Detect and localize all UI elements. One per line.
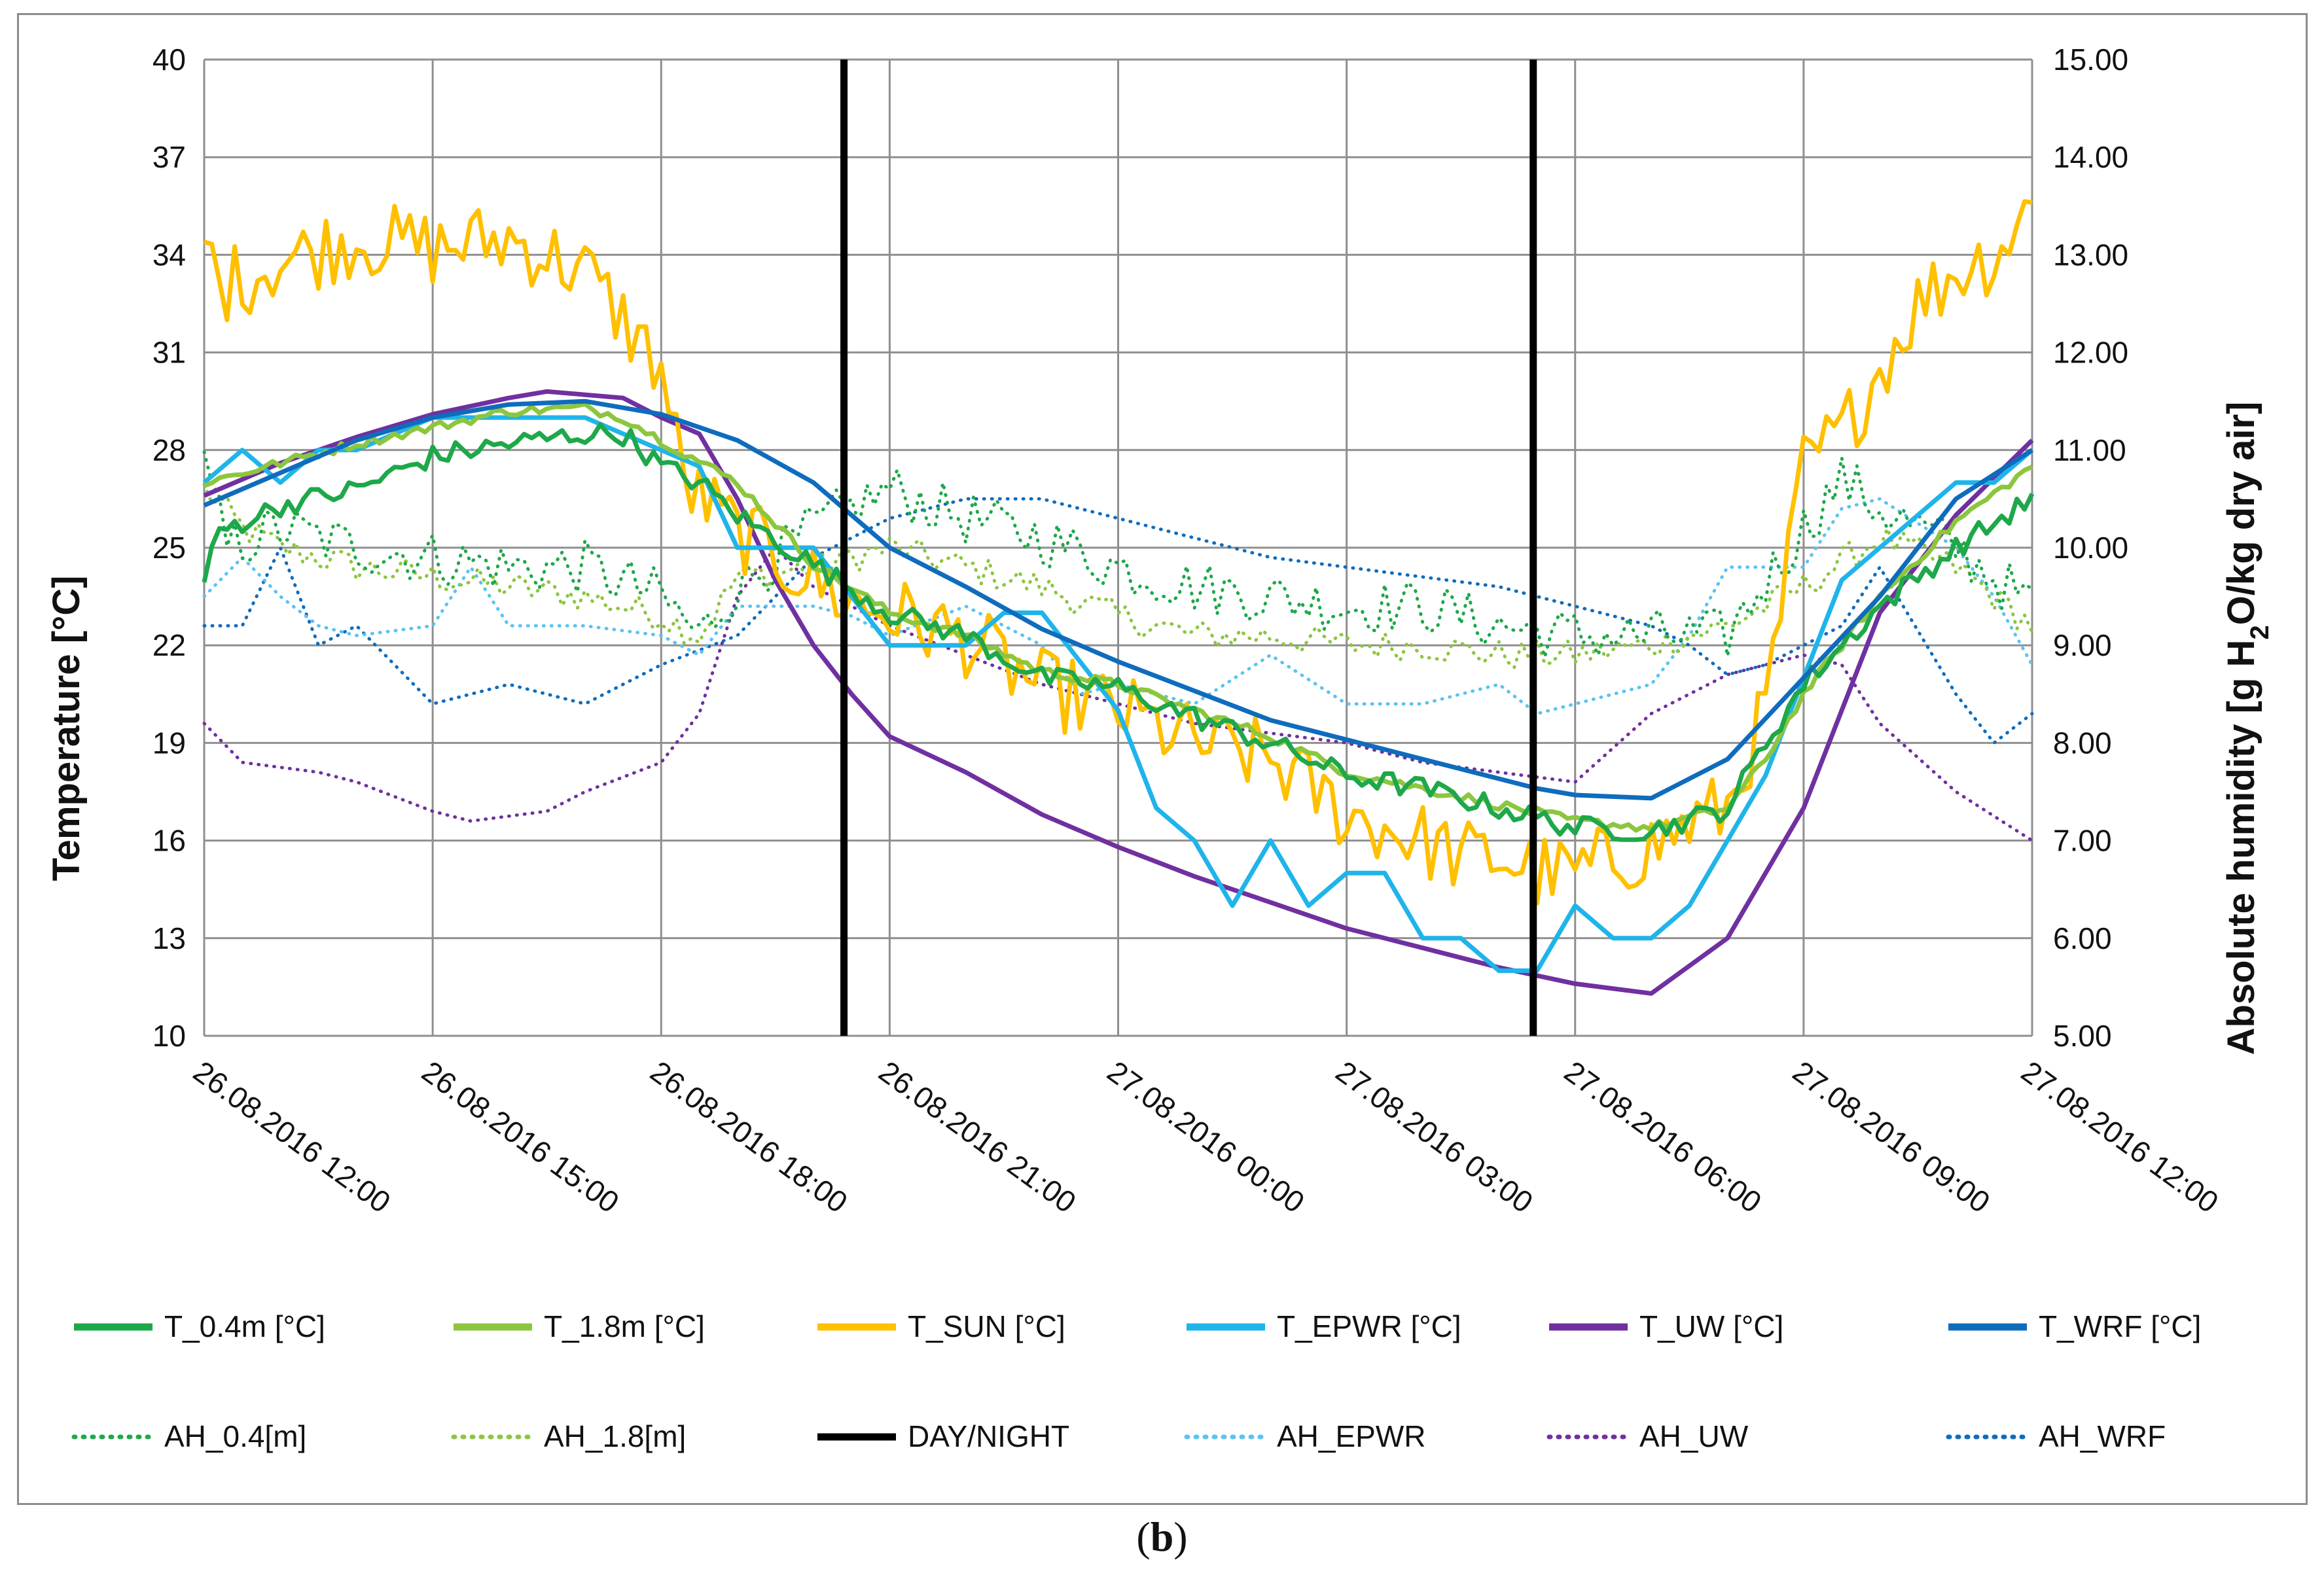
series-line-ah-0-4-m [202, 450, 2034, 659]
series-line-ah-uw [202, 546, 2034, 843]
series-line-t-sun-c [204, 199, 2033, 906]
figure-caption: (b) [0, 1513, 2324, 1561]
legend-label: AH_UW [1639, 1419, 1749, 1453]
y-tick-label: 22 [152, 628, 186, 662]
y2-tick-label: 11.00 [2053, 433, 2126, 467]
legend: T_0.4m [°C] T_1.8m [°C] T_SUN [°C] T_EPWR [… [71, 1309, 2201, 1453]
y2-tick-label: 15.00 [2053, 43, 2128, 77]
series-line-ah-wrf [202, 497, 2034, 745]
caption-letter: b [1150, 1513, 1174, 1560]
y-tick-label: 40 [152, 43, 186, 77]
y2-tick-label: 5.00 [2053, 1019, 2112, 1053]
series-layer [202, 199, 2035, 996]
legend-item-t-sun-c: T_SUN [°C] [817, 1309, 1065, 1343]
legend-label: T_1.8m [°C] [544, 1309, 705, 1343]
x-tick-label: 26.08.2016 21:00 [872, 1054, 1082, 1220]
y-tick-label: 25 [152, 531, 186, 565]
legend-label: T_SUN [°C] [908, 1309, 1065, 1343]
y-tick-label: 16 [152, 824, 186, 858]
y-tick-label: 13 [152, 921, 186, 955]
x-tick-label: 26.08.2016 15:00 [416, 1054, 625, 1220]
y2-axis-title-pre: Absolute humidity [g H [2220, 640, 2262, 1055]
caption-close: ) [1173, 1513, 1188, 1560]
legend-label: AH_WRF [2039, 1419, 2166, 1453]
y2-tick-label: 9.00 [2053, 628, 2112, 662]
legend-item-day-night: DAY/NIGHT [817, 1419, 1069, 1453]
y-tick-label: 34 [152, 238, 186, 272]
legend-label: T_0.4m [°C] [164, 1309, 325, 1343]
y2-tick-label: 13.00 [2053, 238, 2128, 272]
legend-label: AH_0.4[m] [164, 1419, 306, 1453]
day-night-lines [840, 60, 1537, 1036]
y-tick-label: 31 [152, 336, 186, 370]
series-line-ah-1-8-m [202, 482, 2034, 669]
left-axis-ticks: 10 13 16 19 22 25 28 31 34 37 40 [152, 43, 186, 1053]
legend-item-t-wrf-c: T_WRF [°C] [1948, 1309, 2201, 1343]
legend-label: AH_EPWR [1277, 1419, 1425, 1453]
x-tick-label: 27.08.2016 12:00 [2015, 1054, 2225, 1220]
series-line-t-wrf-c [203, 398, 2033, 801]
y2-tick-label: 12.00 [2053, 336, 2128, 370]
legend-label: T_WRF [°C] [2039, 1309, 2201, 1343]
y2-tick-label: 10.00 [2053, 531, 2128, 565]
x-tick-label: 27.08.2016 03:00 [1330, 1054, 1539, 1220]
caption-open: ( [1136, 1513, 1151, 1560]
legend-item-t-0-4m-c: T_0.4m [°C] [74, 1309, 325, 1343]
x-tick-label: 26.08.2016 12:00 [187, 1054, 397, 1220]
right-axis-ticks: 5.00 6.00 7.00 8.00 9.00 10.00 11.00 12.00 13.00… [2053, 43, 2128, 1053]
legend-label: T_UW [°C] [1639, 1309, 1783, 1343]
x-axis-ticks: 26.08.2016 12:00 26.08.2016 15:00 26.08.20… [187, 1054, 2225, 1220]
legend-label: AH_1.8[m] [544, 1419, 686, 1453]
y2-tick-label: 14.00 [2053, 140, 2128, 174]
x-tick-label: 26.08.2016 18:00 [644, 1054, 853, 1220]
y2-tick-label: 6.00 [2053, 921, 2112, 955]
legend-item-t-uw-c: T_UW [°C] [1549, 1309, 1783, 1343]
series-line-t-epwr-c [202, 415, 2034, 973]
series-line-t-0-4m-c [202, 422, 2035, 842]
legend-item-ah-1-8-m: AH_1.8[m] [451, 1419, 686, 1453]
x-tick-label: 27.08.2016 09:00 [1787, 1054, 1996, 1220]
legend-item-ah-epwr: AH_EPWR [1184, 1419, 1425, 1453]
y2-axis-title-sub: 2 [2245, 625, 2274, 639]
y2-axis-title: Absolute humidity [g H2O/kg dry air] [2220, 402, 2274, 1055]
y2-tick-label: 7.00 [2053, 824, 2112, 858]
y-tick-label: 28 [152, 433, 186, 467]
y-axis-title: Temperature [°C] [45, 576, 88, 881]
x-tick-label: 27.08.2016 00:00 [1101, 1054, 1311, 1220]
grid [203, 58, 2033, 1037]
x-tick-label: 27.08.2016 06:00 [1558, 1054, 1768, 1220]
legend-label: T_EPWR [°C] [1277, 1309, 1461, 1343]
y-tick-label: 19 [152, 726, 186, 760]
y-tick-label: 37 [152, 140, 186, 174]
legend-item-t-1-8m-c: T_1.8m [°C] [454, 1309, 705, 1343]
legend-item-ah-wrf: AH_WRF [1946, 1419, 2166, 1453]
legend-item-ah-0-4-m: AH_0.4[m] [71, 1419, 306, 1453]
chart-svg: 10 13 16 19 22 25 28 31 34 37 40 5.00 6.00 7.00 8.00 9… [45, 43, 2274, 1453]
chart-frame: 10 13 16 19 22 25 28 31 34 37 40 5.00 6.00 7.00 8.00 9… [17, 13, 2308, 1505]
y-tick-label: 10 [152, 1019, 186, 1053]
y2-tick-label: 8.00 [2053, 726, 2112, 760]
legend-item-t-epwr-c: T_EPWR [°C] [1187, 1309, 1461, 1343]
series-line-t-uw-c [203, 389, 2034, 996]
legend-label: DAY/NIGHT [908, 1419, 1069, 1453]
legend-item-ah-uw: AH_UW [1546, 1419, 1749, 1453]
y2-axis-title-post: O/kg dry air] [2220, 402, 2262, 626]
